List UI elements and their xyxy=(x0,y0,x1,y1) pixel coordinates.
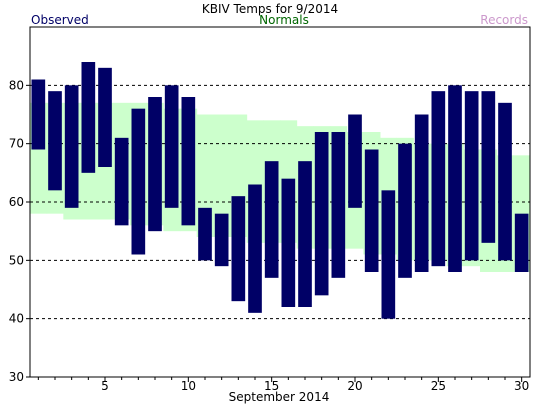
normal-range-band xyxy=(196,114,214,237)
observed-temp-bar xyxy=(131,108,146,255)
observed-temp-bar xyxy=(314,132,329,296)
chart-title: KBIV Temps for 9/2014 xyxy=(202,2,338,16)
observed-temp-bar xyxy=(298,161,312,307)
y-tick-label: 60 xyxy=(9,195,24,209)
observed-temp-bar xyxy=(498,102,512,261)
x-tick-label: 10 xyxy=(181,379,196,393)
observed-temp-bar xyxy=(381,190,396,319)
observed-temp-bar xyxy=(364,149,379,272)
observed-temp-bar xyxy=(414,114,429,272)
observed-temp-bar xyxy=(48,91,62,191)
x-axis-label: September 2014 xyxy=(229,390,330,404)
y-tick-label: 70 xyxy=(9,137,24,151)
x-tick-label: 30 xyxy=(514,379,529,393)
observed-temp-bar xyxy=(464,91,479,261)
normal-range-band xyxy=(213,114,231,237)
observed-temp-bar xyxy=(64,85,79,208)
observed-temp-bar xyxy=(214,213,229,267)
legend-records: Records xyxy=(480,13,528,27)
observed-temp-bar xyxy=(331,132,346,278)
observed-temp-bar xyxy=(31,79,46,150)
observed-temp-bar xyxy=(431,91,446,267)
observed-temp-bar xyxy=(181,97,196,226)
observed-temp-bar xyxy=(198,207,212,261)
y-tick-label: 50 xyxy=(9,253,24,267)
observed-temp-bar xyxy=(514,213,529,272)
x-tick-label: 20 xyxy=(347,379,362,393)
plot-area: 30 40 50 60 70 80 5 10 15 20 25 30 xyxy=(9,26,531,393)
observed-temp-bar xyxy=(81,62,96,173)
y-tick-label: 80 xyxy=(9,78,24,92)
observed-temp-bar xyxy=(248,184,262,313)
legend-normals: Normals xyxy=(259,13,309,27)
x-tick-label: 5 xyxy=(101,379,109,393)
observed-temp-bar xyxy=(114,137,129,226)
x-tick-label: 15 xyxy=(264,379,279,393)
observed-temp-bar xyxy=(348,114,362,208)
observed-temp-bar xyxy=(281,178,296,307)
observed-temp-bar xyxy=(398,143,412,278)
observed-temp-bar xyxy=(448,85,462,272)
observed-temp-bar xyxy=(264,161,279,278)
observed-temp-bar xyxy=(481,91,496,243)
legend-observed: Observed xyxy=(31,13,89,27)
y-tick-label: 40 xyxy=(9,312,24,326)
observed-temp-bar xyxy=(148,97,162,232)
observed-temp-bar xyxy=(231,196,246,302)
observed-temp-bar xyxy=(98,67,112,167)
y-tick-label: 30 xyxy=(9,370,24,384)
x-tick-label: 25 xyxy=(431,379,446,393)
observed-temp-bar xyxy=(164,85,179,208)
